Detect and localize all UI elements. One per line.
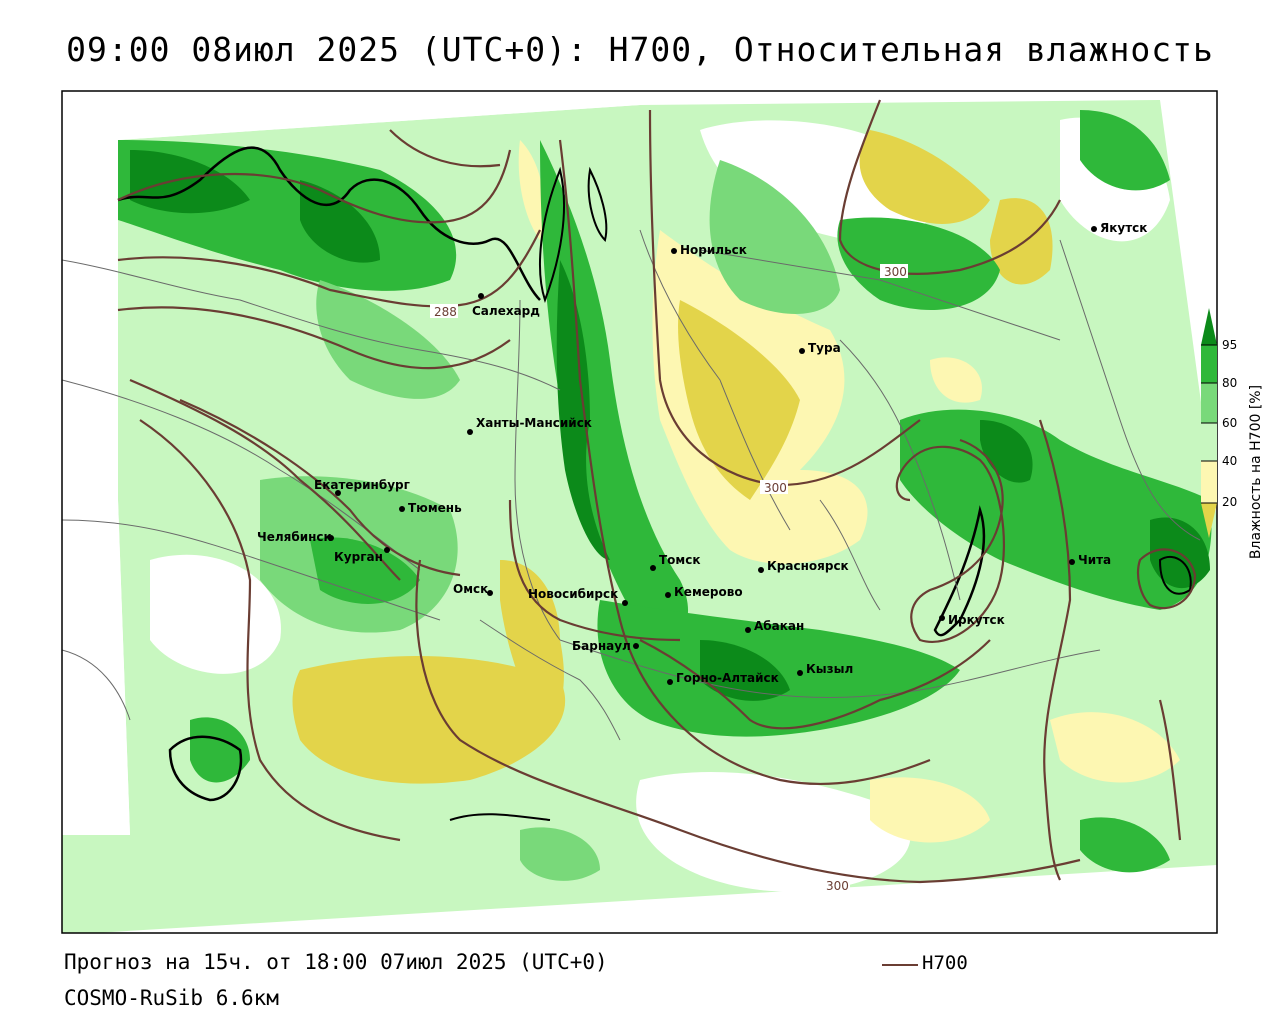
svg-text:Якутск: Якутск: [1100, 221, 1147, 235]
city-kemerovo: Кемерово: [665, 585, 743, 599]
map-frame: [61, 90, 1218, 934]
svg-text:Екатеринбург: Екатеринбург: [314, 478, 410, 492]
svg-text:Кызыл: Кызыл: [806, 662, 853, 676]
city-yakutsk: Якутск: [1091, 221, 1147, 235]
contour-label-288: 288: [434, 305, 457, 319]
contour-label-300: 300: [884, 265, 907, 279]
city-abakan: Абакан: [745, 619, 804, 633]
city-salekhard: Салехард: [472, 293, 540, 318]
colorbar-tick-20: 20: [1222, 495, 1238, 509]
svg-text:Тюмень: Тюмень: [408, 501, 462, 515]
dry-area-kazakhstan: [292, 656, 566, 784]
city-omsk: Омск: [453, 582, 493, 596]
model-name: COSMO-RuSib 6.6км: [64, 986, 279, 1010]
city-tura: Тура: [799, 341, 841, 355]
city-irkutsk: Иркутск: [939, 613, 1005, 627]
city-barnaul: Барнаул: [572, 639, 639, 653]
svg-text:Томск: Томск: [659, 553, 701, 567]
moist-area-altai: [597, 600, 960, 737]
svg-text:Челябинск: Челябинск: [257, 530, 332, 544]
colorbar-tick-95: 95: [1222, 338, 1238, 352]
city-chelyabinsk: Челябинск: [257, 530, 334, 544]
forecast-info: Прогноз на 15ч. от 18:00 07июл 2025 (UTC…: [64, 950, 608, 974]
region-boundaries: [62, 229, 1201, 741]
city-gorno-altaysk: Горно-Алтайск: [667, 671, 779, 685]
moist-band-west-siberia: [540, 140, 689, 642]
colorbar-tick-40: 40: [1222, 454, 1238, 468]
svg-text:Ханты-Мансийск: Ханты-Мансийск: [476, 416, 592, 430]
city-krasnoyarsk: Красноярск: [758, 559, 849, 573]
svg-text:Кемерово: Кемерово: [674, 585, 743, 599]
svg-text:Тура: Тура: [808, 341, 841, 355]
city-yekaterinburg: Екатеринбург: [314, 478, 410, 496]
h700-legend-line: [882, 964, 918, 966]
city-khanty-mansiysk: Ханты-Мансийск: [467, 416, 592, 435]
svg-text:Новосибирск: Новосибирск: [528, 587, 618, 601]
svg-text:Салехард: Салехард: [472, 304, 540, 318]
h700-contours: [117, 99, 1197, 884]
city-kyzyl: Кызыл: [797, 662, 853, 676]
contour-label-300: 300: [826, 879, 849, 893]
colorbar: [1201, 308, 1217, 538]
humidity-field: [62, 91, 1217, 933]
city-tyumen: Тюмень: [399, 501, 462, 515]
h700-legend-label: H700: [922, 952, 968, 974]
svg-text:Чита: Чита: [1078, 553, 1111, 567]
contour-label-300: 300: [764, 481, 787, 495]
svg-text:Омск: Омск: [453, 582, 488, 596]
svg-text:Барнаул: Барнаул: [572, 639, 631, 653]
svg-text:Иркутск: Иркутск: [948, 613, 1005, 627]
city-markers: Норильск Якутск Салехард Тура Ханты-Манс…: [257, 221, 1147, 685]
svg-text:Абакан: Абакан: [754, 619, 804, 633]
contour-labels: 288 300 300 300: [430, 264, 908, 893]
svg-text:Норильск: Норильск: [680, 243, 747, 257]
city-chita: Чита: [1069, 553, 1111, 567]
map-title: 09:00 08июл 2025 (UTC+0): H700, Относите…: [66, 30, 1214, 69]
city-norilsk: Норильск: [671, 243, 747, 257]
city-novosibirsk: Новосибирск: [528, 587, 628, 606]
svg-text:Горно-Алтайск: Горно-Алтайск: [676, 671, 779, 685]
colorbar-tick-80: 80: [1222, 376, 1238, 390]
colorbar-tick-60: 60: [1222, 416, 1238, 430]
svg-text:Курган: Курган: [334, 550, 383, 564]
city-tomsk: Томск: [650, 553, 701, 571]
city-kurgan: Курган: [334, 547, 390, 564]
colorbar-title: Влажность на H700 [%]: [1248, 384, 1264, 560]
svg-text:Красноярск: Красноярск: [767, 559, 849, 573]
